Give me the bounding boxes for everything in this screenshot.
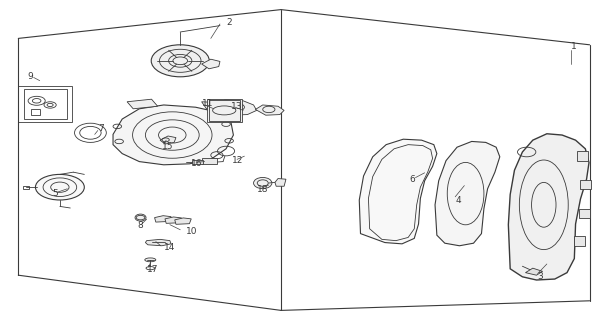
Polygon shape xyxy=(359,139,437,244)
Polygon shape xyxy=(579,209,590,218)
Polygon shape xyxy=(155,216,171,222)
Bar xyxy=(192,160,203,164)
Ellipse shape xyxy=(145,258,156,262)
Ellipse shape xyxy=(254,177,272,189)
Text: 5: 5 xyxy=(52,189,57,198)
Polygon shape xyxy=(435,141,500,246)
Polygon shape xyxy=(525,268,543,275)
Bar xyxy=(207,99,242,122)
Polygon shape xyxy=(145,239,171,246)
Bar xyxy=(18,86,72,122)
Text: 1: 1 xyxy=(571,42,577,51)
Polygon shape xyxy=(508,134,589,280)
Polygon shape xyxy=(255,105,284,115)
Text: 9: 9 xyxy=(27,72,33,81)
Bar xyxy=(209,100,240,121)
Text: 2: 2 xyxy=(226,18,232,27)
Polygon shape xyxy=(175,218,191,224)
Text: 18: 18 xyxy=(257,185,268,194)
Ellipse shape xyxy=(35,174,84,200)
Text: 4: 4 xyxy=(455,196,461,204)
Bar xyxy=(23,186,29,189)
Text: 10: 10 xyxy=(186,227,198,236)
Text: 8: 8 xyxy=(137,221,143,230)
Polygon shape xyxy=(580,180,591,189)
Text: 15: 15 xyxy=(162,142,174,151)
Polygon shape xyxy=(577,151,588,161)
Text: 3: 3 xyxy=(538,272,543,281)
Text: 13: 13 xyxy=(231,102,243,111)
Bar xyxy=(24,89,67,119)
Text: 12: 12 xyxy=(232,156,244,165)
Text: 7: 7 xyxy=(98,124,103,133)
Ellipse shape xyxy=(152,45,209,77)
Text: 14: 14 xyxy=(164,244,175,252)
Ellipse shape xyxy=(135,214,146,221)
Text: 6: 6 xyxy=(409,175,415,184)
Bar xyxy=(202,158,217,164)
Bar xyxy=(31,109,40,115)
Polygon shape xyxy=(574,236,585,246)
Text: 17: 17 xyxy=(147,265,158,274)
Text: 11: 11 xyxy=(202,99,213,108)
Polygon shape xyxy=(113,105,233,165)
Polygon shape xyxy=(160,136,176,144)
Polygon shape xyxy=(165,217,181,223)
Polygon shape xyxy=(217,100,257,115)
Polygon shape xyxy=(202,102,227,110)
Polygon shape xyxy=(275,179,286,186)
Polygon shape xyxy=(127,99,158,109)
Text: 16: 16 xyxy=(191,159,202,168)
Polygon shape xyxy=(202,59,220,69)
